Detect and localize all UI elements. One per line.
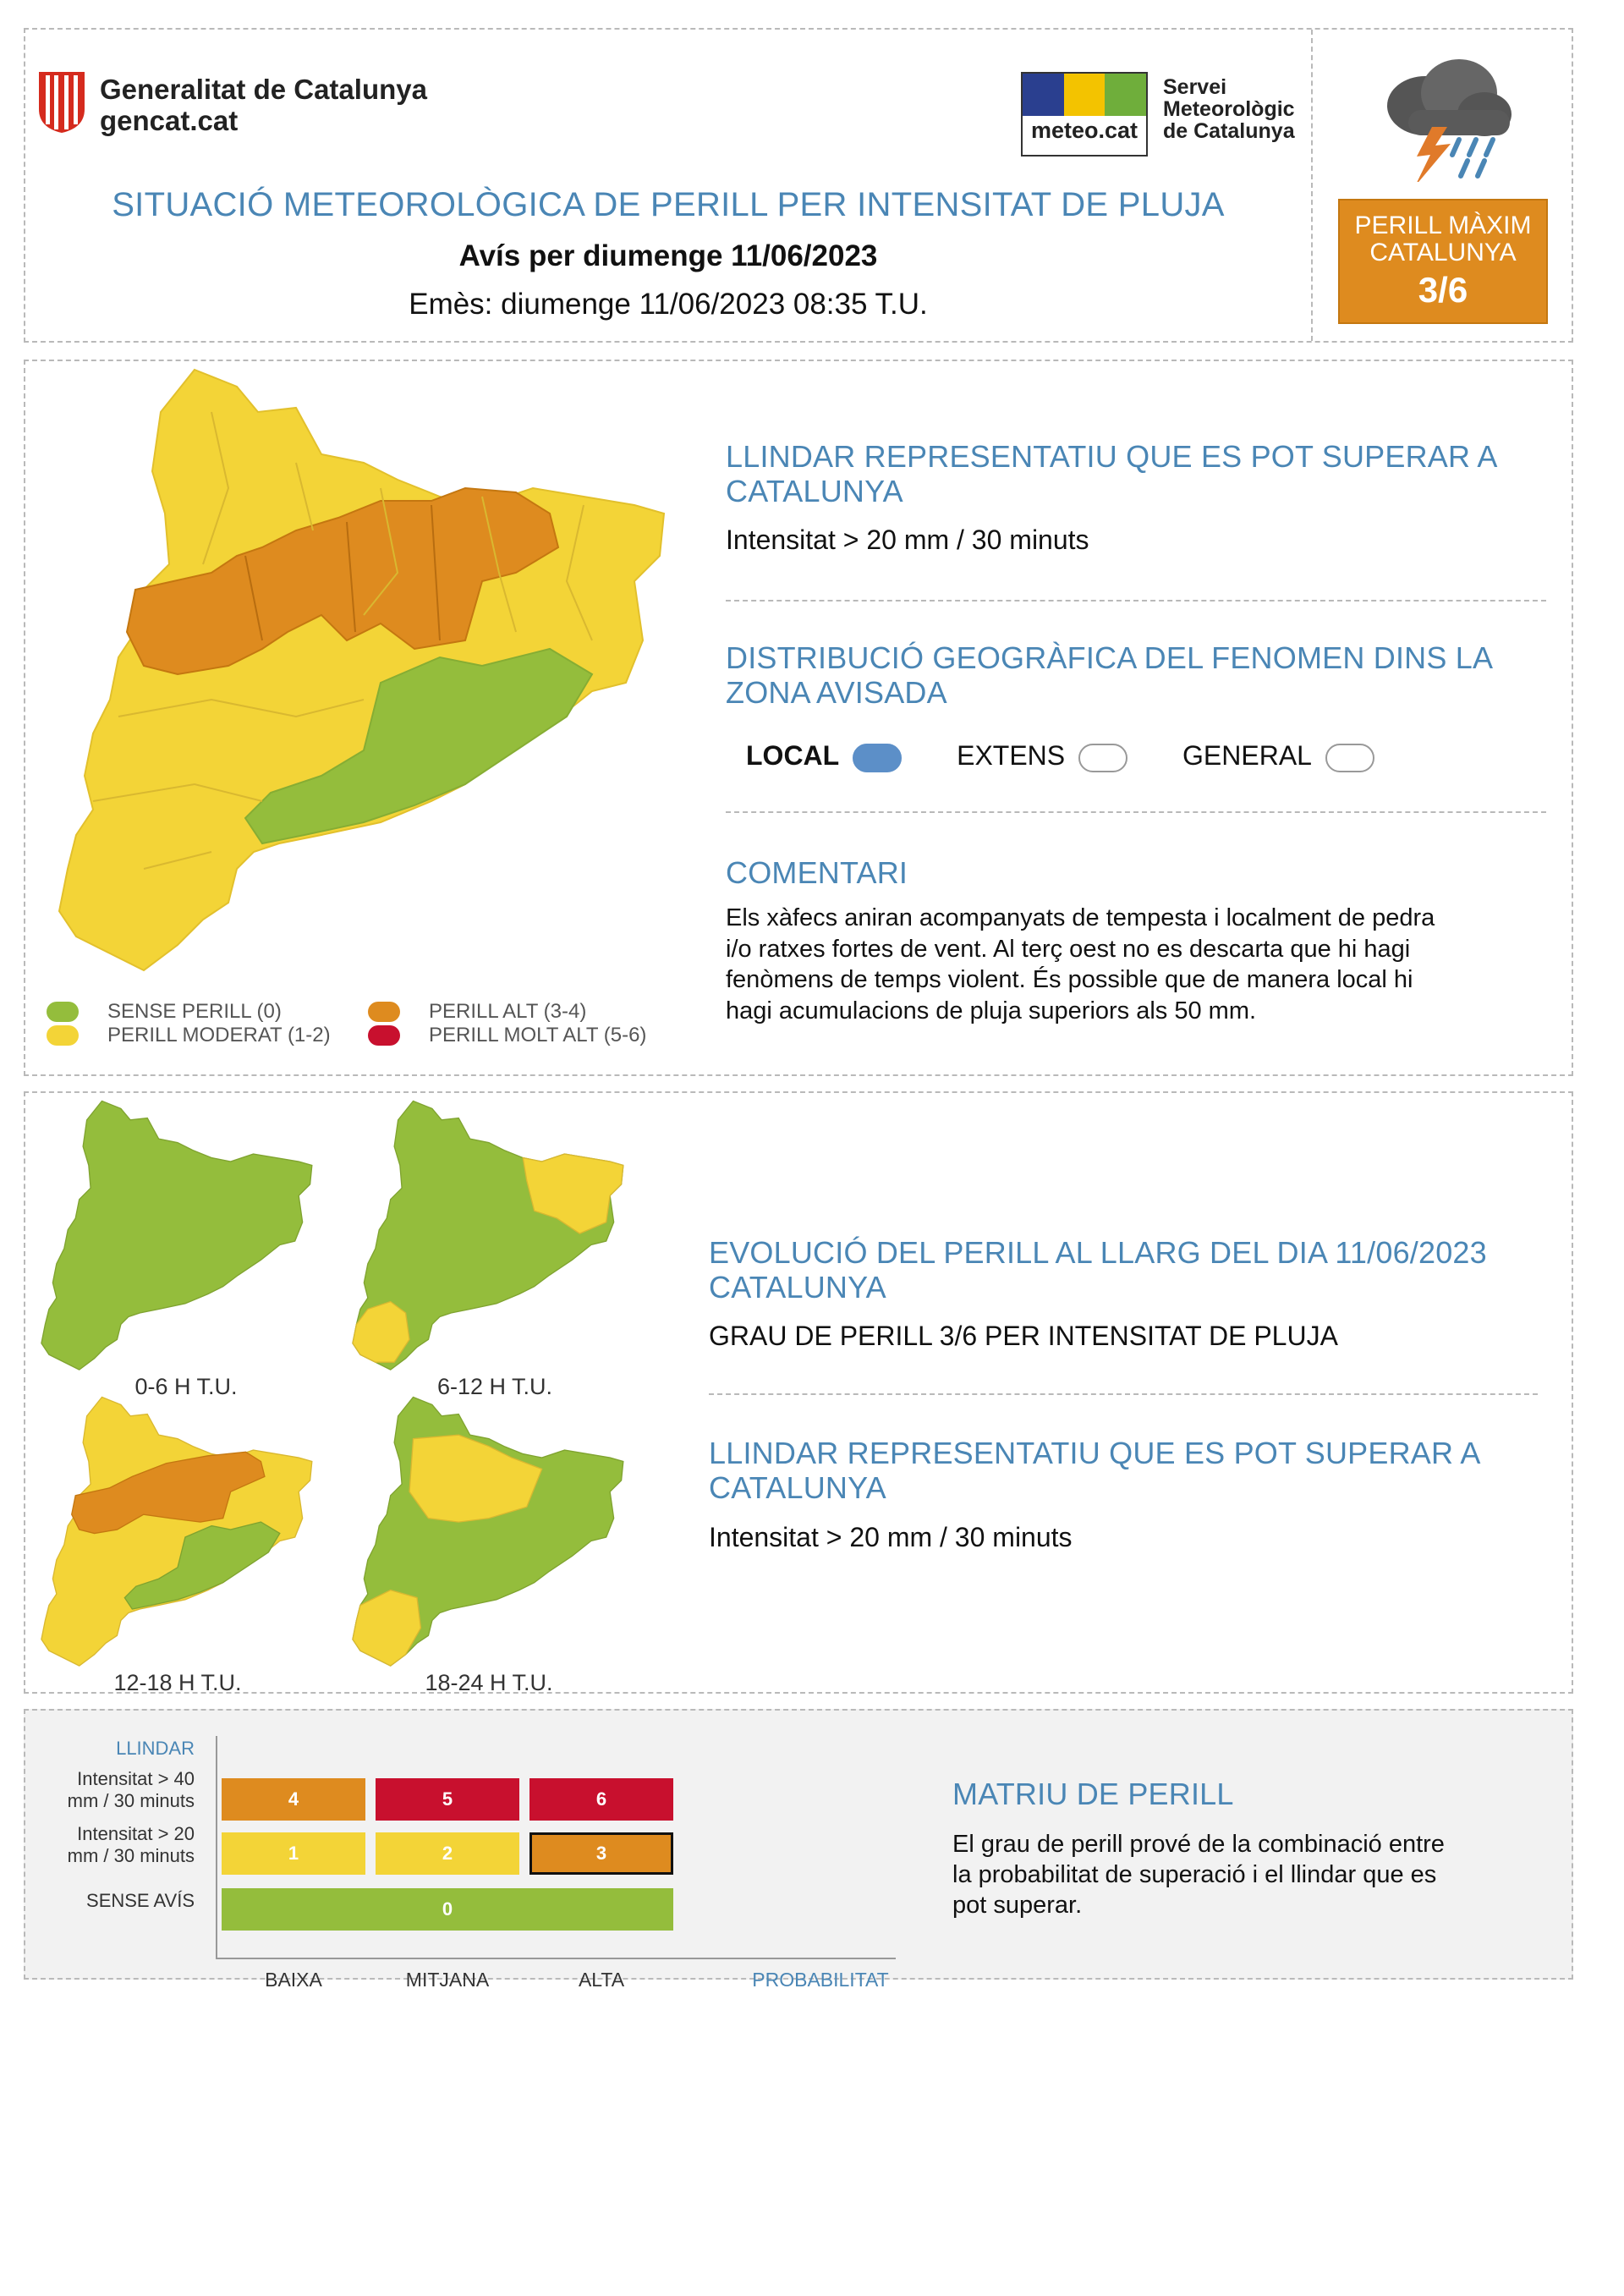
matrix-cell-4: 4 [222, 1778, 365, 1821]
description-line: El grau de perill prové de la combinació… [952, 1831, 1445, 1858]
row-label-intensitat-40: Intensitat > 40 mm / 30 minuts [42, 1768, 195, 1812]
evolution-caption-0-6: 0-6 H T.U. [134, 1374, 238, 1399]
comment-line: hagi acumulacions de pluja superiors als… [726, 997, 1257, 1024]
perill-badge-line-1: PERILL MÀXIM [1354, 211, 1532, 239]
catalonia-warning-map [58, 368, 666, 972]
column-label-baixa: BAIXA [265, 1969, 322, 1991]
gencat-logo-icon [39, 72, 85, 133]
distribution-local: LOCAL [746, 740, 909, 772]
comment-title: COMENTARI [726, 855, 908, 890]
threshold-value: Intensitat > 20 mm / 30 minuts [726, 525, 1089, 555]
header-divider [1311, 30, 1313, 341]
option-label-local: LOCAL [746, 740, 840, 771]
service-name-line-1: Servei [1163, 75, 1227, 99]
evolution-map-0-6 [41, 1100, 313, 1370]
perill-maxim-badge: PERILL MÀXIM CATALUNYA 3/6 [1338, 199, 1548, 324]
legend-label: PERILL MOLT ALT (5-6) [429, 1024, 647, 1046]
matrix-description: El grau de perill prové de la combinació… [952, 1829, 1528, 1920]
row-label-line: mm / 30 minuts [67, 1790, 195, 1811]
storm-cloud-icon [1387, 59, 1512, 182]
org-site: gencat.cat [100, 105, 239, 136]
toggle-general [1325, 743, 1374, 772]
comment-text: Els xàfecs aniran acompanyats de tempest… [726, 903, 1538, 1026]
divider [709, 1393, 1538, 1395]
meteo-logo-squares [1023, 74, 1147, 116]
evolution-map-6-12 [352, 1100, 624, 1370]
description-line: la probabilitat de superació i el llinda… [952, 1861, 1437, 1888]
row-label-sense-avis: SENSE AVÍS [42, 1890, 195, 1912]
legend-color-swatch [368, 1002, 400, 1022]
evolution-map-18-24 [352, 1396, 624, 1667]
row-label-line: SENSE AVÍS [86, 1890, 195, 1911]
divider [726, 811, 1546, 813]
meteo-cat-logo: meteo.cat [1021, 72, 1148, 157]
legend-color-swatch [47, 1025, 79, 1046]
matrix-cell-2: 2 [376, 1832, 519, 1875]
legend-color-swatch [368, 1025, 400, 1046]
evolution-caption-6-12: 6-12 H T.U. [436, 1374, 553, 1399]
description-line: pot superar. [952, 1892, 1083, 1919]
matrix-cell-6: 6 [529, 1778, 673, 1821]
row-label-line: Intensitat > 20 [77, 1823, 195, 1844]
comment-line: Els xàfecs aniran acompanyats de tempest… [726, 904, 1435, 931]
comment-line: i/o ratxes fortes de vent. Al terç oest … [726, 935, 1411, 963]
evolution-caption-12-18: 12-18 H T.U. [113, 1670, 242, 1695]
distribution-general: GENERAL [1182, 740, 1374, 772]
matrix-cell-0: 0 [222, 1888, 673, 1931]
distribution-title: DISTRIBUCIÓ GEOGRÀFICA DEL FENOMEN DINS … [726, 640, 1492, 710]
meteo-logo-text: meteo.cat [1030, 118, 1138, 143]
toggle-local-selected [853, 743, 903, 772]
service-name-line-2: Meteorològic [1163, 97, 1295, 121]
evolution-title: EVOLUCIÓ DEL PERILL AL LLARG DEL DIA 11/… [709, 1235, 1487, 1305]
avis-date: Avís per diumenge 11/06/2023 [458, 239, 878, 272]
matrix-cell-3-highlighted: 3 [529, 1832, 673, 1875]
org-name: Generalitat de Catalunya [100, 74, 427, 105]
legend-label: PERILL MODERAT (1-2) [107, 1024, 331, 1046]
evolution-grade: GRAU DE PERILL 3/6 PER INTENSITAT DE PLU… [709, 1321, 1338, 1351]
main-warning-panel: SENSE PERILL (0) PERILL MODERAT (1-2) PE… [24, 360, 1573, 1076]
legend-label: SENSE PERILL (0) [107, 1000, 282, 1023]
matrix-x-axis [216, 1958, 896, 1959]
toggle-extens [1078, 743, 1128, 772]
matrix-cell-5: 5 [376, 1778, 519, 1821]
llindar-label: LLINDAR [116, 1738, 195, 1759]
comment-line: fenòmens de temps violent. És possible q… [726, 966, 1413, 993]
emes-timestamp: Emès: diumenge 11/06/2023 08:35 T.U. [409, 288, 928, 321]
legend-color-swatch [47, 1002, 79, 1022]
row-label-line: Intensitat > 40 [77, 1768, 195, 1789]
evolution-panel: 0-6 H T.U. 6-12 H T.U. 12-18 H T.U. 18-2… [24, 1091, 1573, 1695]
evolution-threshold-title: LLINDAR REPRESENTATIU QUE ES POT SUPERAR… [709, 1436, 1479, 1505]
row-label-intensitat-20: Intensitat > 20 mm / 30 minuts [42, 1823, 195, 1867]
option-label-general: GENERAL [1182, 740, 1312, 771]
row-label-line: mm / 30 minuts [67, 1845, 195, 1866]
column-label-mitjana: MITJANA [405, 1969, 490, 1991]
threshold-title: LLINDAR REPRESENTATIU QUE ES POT SUPERAR… [726, 439, 1496, 508]
option-label-extens: EXTENS [957, 740, 1066, 771]
perill-badge-line-2: CATALUNYA [1369, 239, 1517, 266]
distribution-extens: EXTENS [957, 740, 1135, 772]
service-name: Servei Meteorològic de Catalunya [1163, 76, 1295, 142]
page-title: SITUACIÓ METEOROLÒGICA DE PERILL PER INT… [112, 186, 1225, 223]
evolution-caption-18-24: 18-24 H T.U. [425, 1670, 553, 1695]
matrix-y-axis [216, 1736, 217, 1958]
evolution-map-12-18 [41, 1396, 313, 1667]
column-label-alta: ALTA [578, 1969, 625, 1991]
distribution-options: LOCAL EXTENS GENERAL [746, 740, 1374, 772]
evolution-threshold-value: Intensitat > 20 mm / 30 minuts [709, 1522, 1073, 1552]
divider [726, 600, 1546, 601]
risk-matrix-panel: LLINDAR Intensitat > 40 mm / 30 minuts I… [24, 1709, 1573, 1991]
matrix-title: MATRIU DE PERILL [952, 1777, 1234, 1811]
perill-badge-level: 3/6 [1418, 270, 1468, 310]
service-name-line-3: de Catalunya [1163, 119, 1295, 143]
matrix-cell-1: 1 [222, 1832, 365, 1875]
probabilitat-label: PROBABILITAT [752, 1969, 889, 1991]
header-panel: Generalitat de Catalunya gencat.cat mete… [24, 28, 1573, 343]
legend-label: PERILL ALT (3-4) [429, 1000, 587, 1023]
